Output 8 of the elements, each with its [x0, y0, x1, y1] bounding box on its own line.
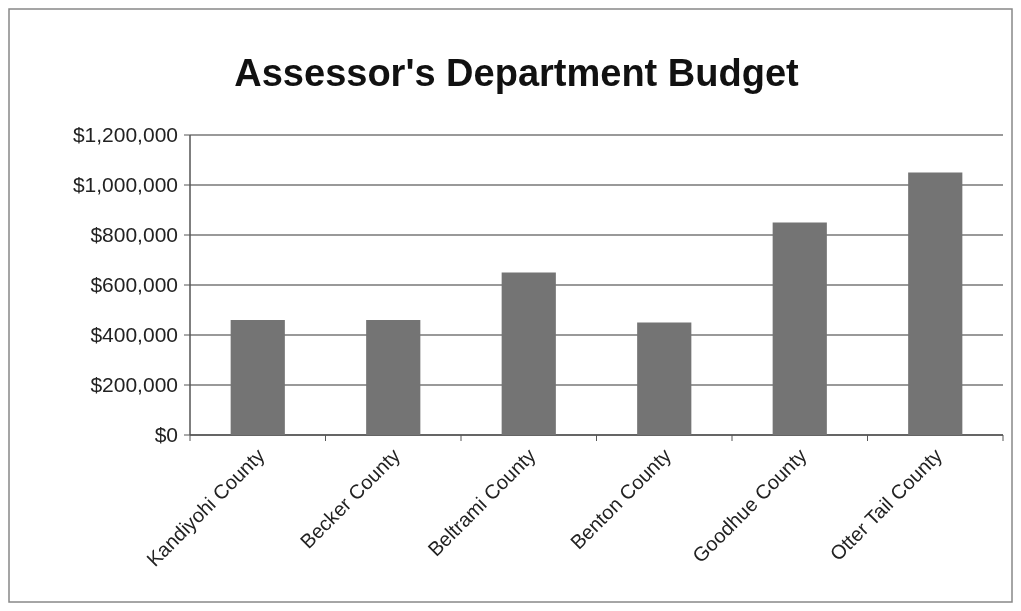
- y-tick-label: $400,000: [90, 323, 178, 347]
- y-tick-label: $200,000: [90, 373, 178, 397]
- y-tick-label: $800,000: [90, 223, 178, 247]
- chart-title: Assessor's Department Budget: [234, 52, 800, 94]
- y-tick-label: $1,200,000: [72, 123, 178, 147]
- y-tick-label: $600,000: [90, 273, 178, 297]
- y-tick-label: $0: [154, 423, 178, 447]
- y-tick-label: $1,000,000: [72, 173, 178, 197]
